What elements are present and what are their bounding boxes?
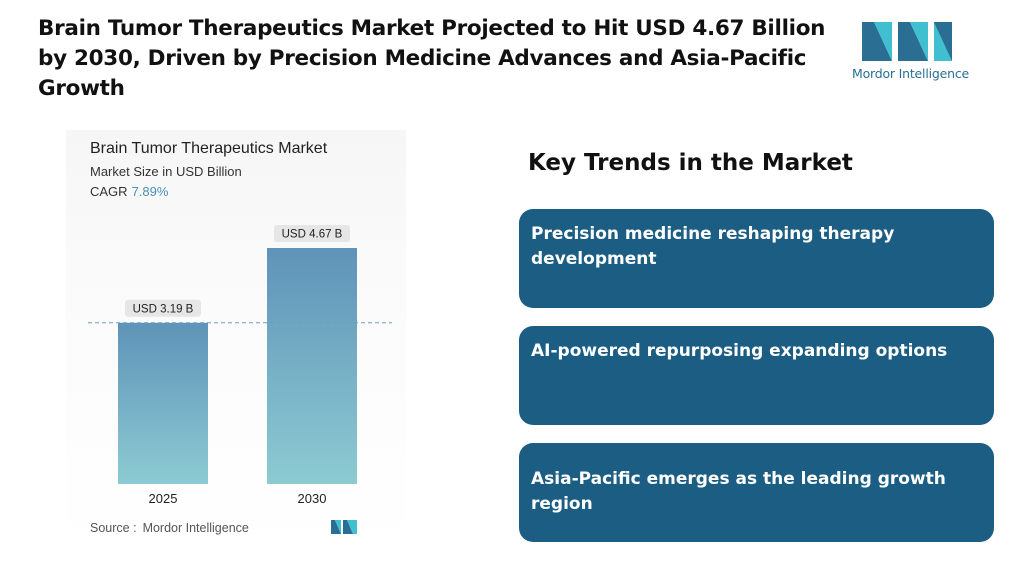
mordor-logo: Mordor Intelligence <box>852 14 969 84</box>
x-tick-2025: 2025 <box>149 491 178 506</box>
bar-chart: USD 3.19 B 2025 USD 4.67 B 2030 <box>88 225 392 506</box>
mini-logo-icon <box>331 520 357 534</box>
bar-2030 <box>267 248 357 484</box>
trend-card-ai-repurposing: AI-powered repurposing expanding options <box>519 326 994 425</box>
chart-panel: Brain Tumor Therapeutics Market Market S… <box>66 130 406 550</box>
logo-wordmark: Mordor Intelligence <box>852 66 969 81</box>
x-tick-2030: 2030 <box>298 491 327 506</box>
source-label: Source : <box>90 521 137 535</box>
mordor-logo-icon <box>862 22 952 61</box>
chart-cagr: CAGR 7.89% <box>90 184 168 199</box>
value-label-bg-2025 <box>125 299 201 317</box>
value-label-bg-2030 <box>274 225 350 242</box>
chart-source: Source : Mordor Intelligence <box>90 521 249 535</box>
source-name: Mordor Intelligence <box>142 521 249 535</box>
trend-card-precision-medicine: Precision medicine reshaping therapy dev… <box>519 209 994 308</box>
cagr-value: 7.89% <box>131 184 169 199</box>
bar-2025 <box>118 322 208 484</box>
trends-title: Key Trends in the Market <box>528 150 853 176</box>
chart-title: Brain Tumor Therapeutics Market <box>90 140 328 157</box>
page-headline: Brain Tumor Therapeutics Market Projecte… <box>38 16 826 101</box>
value-label-2030: USD 4.67 B <box>282 229 343 241</box>
cagr-label: CAGR <box>90 184 128 199</box>
value-label-2025: USD 3.19 B <box>133 303 194 315</box>
trend-card-asia-pacific: Asia-Pacific emerges as the leading grow… <box>519 443 994 542</box>
chart-subtitle: Market Size in USD Billion <box>90 164 242 179</box>
